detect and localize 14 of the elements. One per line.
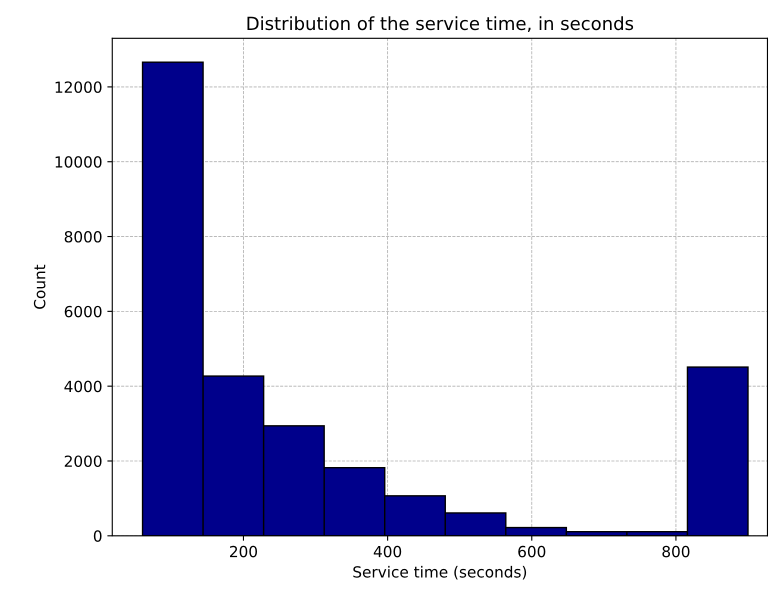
- y-axis-title: Count: [34, 264, 46, 309]
- x-tick-label: 600: [518, 546, 546, 558]
- y-tick-label: 6000: [64, 306, 102, 318]
- y-tick-label: 4000: [64, 380, 102, 392]
- x-axis-title: Service time (seconds): [353, 566, 526, 580]
- x-tick-label: 400: [374, 546, 402, 558]
- x-tick-label: 800: [662, 546, 690, 558]
- chart-title: Distribution of the service time, in seconds: [248, 16, 634, 32]
- y-tick-label: 0: [94, 530, 102, 542]
- y-tick-label: 2000: [64, 455, 102, 468]
- y-tick-label: 12000: [56, 81, 102, 93]
- y-tick-label: 10000: [56, 156, 102, 168]
- y-tick-label: 8000: [64, 231, 102, 243]
- x-tick-label: 200: [230, 546, 258, 558]
